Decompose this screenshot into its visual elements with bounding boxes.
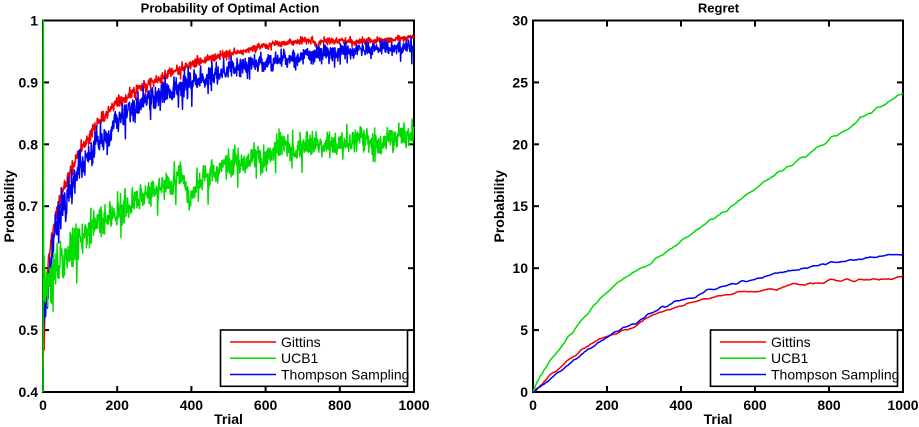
svg-text:Probability: Probability — [1, 170, 17, 243]
svg-text:Trial: Trial — [704, 411, 733, 427]
svg-text:Thompson Sampling: Thompson Sampling — [281, 367, 409, 383]
svg-text:0.6: 0.6 — [19, 260, 39, 276]
svg-text:Gittins: Gittins — [771, 334, 811, 350]
svg-text:25: 25 — [512, 74, 528, 90]
svg-text:800: 800 — [817, 397, 841, 413]
svg-text:0.8: 0.8 — [19, 136, 39, 152]
svg-text:20: 20 — [512, 136, 528, 152]
svg-text:200: 200 — [106, 397, 130, 413]
svg-text:15: 15 — [512, 198, 528, 214]
svg-text:Gittins: Gittins — [281, 334, 321, 350]
svg-text:UCB1: UCB1 — [771, 350, 809, 366]
svg-text:600: 600 — [254, 397, 278, 413]
svg-text:Thompson Sampling: Thompson Sampling — [771, 367, 899, 383]
svg-text:1: 1 — [30, 13, 38, 29]
svg-text:0.5: 0.5 — [19, 322, 39, 338]
svg-text:UCB1: UCB1 — [281, 350, 319, 366]
svg-text:0.9: 0.9 — [19, 74, 39, 90]
svg-text:30: 30 — [512, 13, 528, 29]
svg-text:0.7: 0.7 — [19, 198, 39, 214]
svg-text:400: 400 — [180, 397, 204, 413]
svg-text:Probability: Probability — [491, 170, 507, 243]
svg-text:200: 200 — [595, 397, 619, 413]
svg-text:0: 0 — [529, 397, 537, 413]
svg-text:1000: 1000 — [398, 397, 429, 413]
svg-text:Probability of Optimal Action: Probability of Optimal Action — [141, 1, 320, 16]
svg-text:0: 0 — [520, 384, 528, 400]
svg-text:800: 800 — [328, 397, 352, 413]
svg-text:Trial: Trial — [214, 411, 243, 427]
svg-text:600: 600 — [743, 397, 767, 413]
svg-text:0: 0 — [39, 397, 47, 413]
svg-text:1000: 1000 — [887, 397, 918, 413]
svg-text:400: 400 — [669, 397, 693, 413]
svg-text:Regret: Regret — [698, 1, 740, 16]
svg-text:10: 10 — [512, 260, 528, 276]
svg-text:5: 5 — [520, 322, 528, 338]
svg-text:0.4: 0.4 — [19, 384, 39, 400]
